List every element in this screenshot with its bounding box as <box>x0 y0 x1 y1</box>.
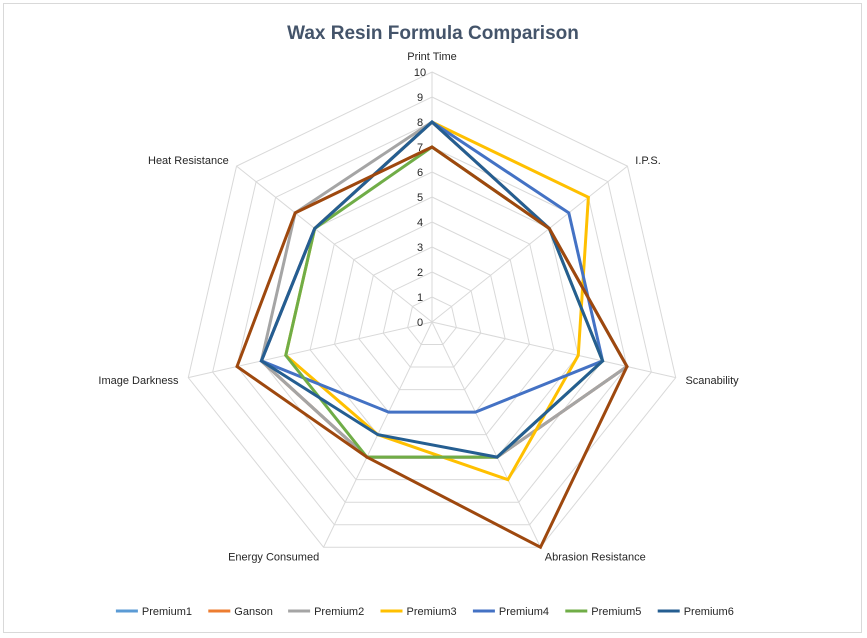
category-axis-labels: Print Time I.P.S. Scanability Abrasion Resi… <box>98 51 739 563</box>
legend-label: Premium1 <box>142 606 192 618</box>
legend-label: Premium6 <box>684 606 734 618</box>
legend-label: Ganson <box>234 606 273 618</box>
grid-spoke <box>431 321 541 548</box>
legend-label: Premium3 <box>407 606 457 618</box>
grid-spoke <box>188 321 433 379</box>
tick-label: 4 <box>417 217 423 229</box>
series-line <box>259 119 629 459</box>
grid-ring <box>236 121 628 503</box>
tick-label: 8 <box>417 117 423 129</box>
tick-label: 6 <box>417 167 423 179</box>
grid-ring <box>309 196 555 436</box>
grid-ring <box>358 246 506 391</box>
grid-ring <box>382 271 482 368</box>
legend-item: Premium2 <box>288 606 364 618</box>
grid-ring <box>212 96 652 526</box>
chart-area: Wax Resin Formula Comparison 0 1 2 3 4 5 6 7 8 9 1… <box>3 3 862 633</box>
legend-item: Ganson <box>208 606 273 618</box>
tick-label: 1 <box>417 292 423 304</box>
grid-spoke <box>236 165 433 323</box>
radar-grid <box>187 71 677 548</box>
category-label: Energy Consumed <box>228 551 319 563</box>
radar-series <box>235 119 629 550</box>
category-label: Scanability <box>685 375 739 387</box>
legend-label: Premium5 <box>591 606 641 618</box>
legend-item: Premium3 <box>380 606 457 618</box>
legend-label: Premium4 <box>499 606 549 618</box>
chart-title: Wax Resin Formula Comparison <box>287 23 579 44</box>
tick-label: 10 <box>414 67 426 79</box>
tick-label: 5 <box>417 192 423 204</box>
legend-item: Premium5 <box>565 606 641 618</box>
category-label: Image Darkness <box>98 375 179 387</box>
legend: Premium1 Ganson Premium2 Premium3 Premium4 Pr… <box>115 606 734 618</box>
grid-ring <box>187 71 677 548</box>
category-label: Abrasion Resistance <box>545 551 646 563</box>
series-line <box>259 119 605 459</box>
tick-label: 0 <box>417 317 423 329</box>
tick-label: 9 <box>417 92 423 104</box>
legend-label: Premium2 <box>314 606 364 618</box>
legend-item: Premium1 <box>115 606 192 618</box>
category-label: Heat Resistance <box>148 155 229 167</box>
series-line <box>235 145 629 550</box>
radar-chart: Wax Resin Formula Comparison 0 1 2 3 4 5 6 7 8 9 1… <box>98 23 739 618</box>
legend-item: Premium6 <box>657 606 734 618</box>
series-line <box>259 119 629 459</box>
category-label: I.P.S. <box>635 155 660 167</box>
radial-tick-labels: 0 1 2 3 4 5 6 7 8 9 10 <box>414 67 426 329</box>
series-line <box>259 120 629 459</box>
grid-spoke <box>431 165 628 323</box>
grid-spoke <box>431 321 676 379</box>
grid-ring <box>407 296 457 346</box>
category-label: Print Time <box>407 51 457 63</box>
legend-item: Premium4 <box>472 606 549 618</box>
tick-label: 3 <box>417 242 423 254</box>
tick-label: 7 <box>417 142 423 154</box>
tick-label: 2 <box>417 267 423 279</box>
